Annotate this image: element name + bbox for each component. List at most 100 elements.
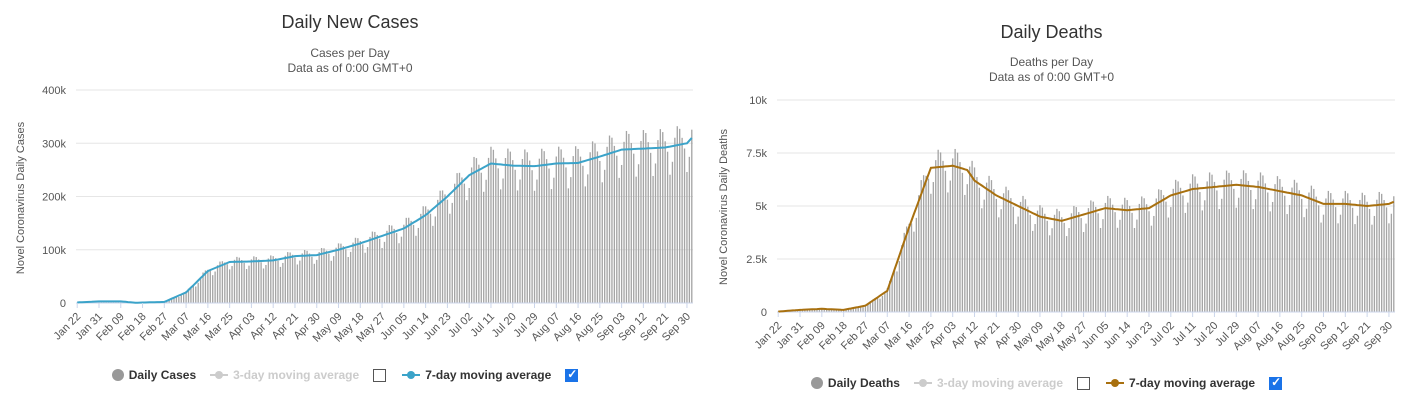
chart-subtitle: Deaths per Day Data as of 0:00 GMT+0 bbox=[700, 55, 1403, 85]
daily-bar bbox=[1252, 209, 1254, 312]
daily-bar bbox=[265, 264, 267, 303]
daily-bar bbox=[1288, 204, 1291, 312]
daily-bar bbox=[175, 296, 178, 303]
daily-bar bbox=[1022, 195, 1024, 312]
daily-bar bbox=[842, 309, 845, 312]
daily-bar bbox=[971, 160, 973, 312]
daily-bar bbox=[366, 247, 369, 303]
checkbox-7day-average[interactable] bbox=[1269, 375, 1283, 390]
legend-dot-icon bbox=[810, 377, 823, 389]
y-tick-label: 200k bbox=[42, 192, 66, 204]
daily-bar bbox=[1058, 211, 1061, 312]
legend-3day-average[interactable]: 3-day moving average bbox=[913, 376, 1063, 390]
daily-bar bbox=[178, 296, 180, 303]
daily-bar bbox=[533, 190, 536, 303]
daily-bar bbox=[616, 155, 618, 303]
daily-bar bbox=[654, 163, 657, 303]
checkbox-3day-average[interactable] bbox=[1077, 376, 1091, 390]
daily-bar bbox=[277, 260, 279, 303]
daily-bar bbox=[475, 158, 478, 303]
daily-bar bbox=[818, 308, 821, 312]
daily-bar bbox=[204, 270, 207, 303]
daily-bar bbox=[253, 256, 255, 303]
daily-bar bbox=[291, 254, 294, 303]
daily-bar bbox=[192, 285, 195, 303]
daily-bar bbox=[1131, 212, 1133, 312]
daily-bar bbox=[582, 165, 584, 303]
daily-bar bbox=[978, 187, 981, 312]
daily-bar bbox=[623, 141, 625, 303]
daily-bar bbox=[1303, 217, 1305, 312]
daily-bar bbox=[437, 199, 439, 303]
daily-bar bbox=[1080, 218, 1082, 312]
daily-bar bbox=[258, 259, 260, 303]
daily-bar bbox=[1124, 197, 1126, 312]
daily-bar bbox=[956, 152, 959, 312]
daily-bar bbox=[224, 262, 226, 303]
daily-bar bbox=[492, 149, 495, 303]
daily-bar bbox=[434, 216, 436, 303]
daily-bar bbox=[1279, 179, 1281, 312]
checkbox-3day-average[interactable] bbox=[373, 368, 387, 382]
daily-bar bbox=[637, 164, 640, 303]
checkbox-7day-average[interactable] bbox=[565, 367, 579, 382]
daily-bar bbox=[570, 177, 572, 303]
daily-bar bbox=[1223, 179, 1225, 312]
daily-bar bbox=[1383, 200, 1385, 312]
daily-bar bbox=[228, 269, 231, 303]
legend-7day-average[interactable]: 7-day moving average bbox=[1106, 376, 1255, 390]
legend-7day-average[interactable]: 7-day moving average bbox=[402, 368, 551, 382]
daily-bar bbox=[306, 250, 308, 303]
daily-bar bbox=[1138, 203, 1140, 312]
daily-bar bbox=[1301, 198, 1303, 312]
daily-bar bbox=[1320, 222, 1322, 312]
legend-3day-average[interactable]: 3-day moving average bbox=[210, 368, 359, 382]
daily-bar bbox=[560, 149, 562, 303]
daily-bar bbox=[995, 198, 997, 312]
daily-bar bbox=[529, 160, 531, 303]
daily-bar bbox=[1087, 208, 1090, 312]
daily-bar bbox=[1053, 214, 1056, 312]
daily-bar bbox=[1165, 201, 1167, 312]
legend-daily-deaths[interactable]: Daily Deaths bbox=[810, 376, 900, 390]
daily-bar bbox=[398, 243, 400, 303]
daily-bar bbox=[1017, 216, 1019, 312]
daily-bar bbox=[1339, 214, 1342, 312]
daily-bar bbox=[364, 252, 366, 303]
daily-bar bbox=[1002, 193, 1005, 312]
daily-bar bbox=[458, 172, 461, 303]
daily-bar bbox=[468, 187, 470, 303]
daily-bar bbox=[1284, 195, 1286, 312]
daily-bar bbox=[342, 246, 345, 303]
daily-bar bbox=[1114, 212, 1116, 312]
legend-line-icon bbox=[402, 370, 421, 380]
daily-bar bbox=[601, 182, 603, 303]
daily-bar bbox=[354, 237, 357, 303]
daily-bar bbox=[359, 240, 361, 303]
daily-bar bbox=[328, 253, 330, 303]
daily-bar bbox=[255, 257, 257, 303]
daily-bar bbox=[1349, 200, 1351, 312]
daily-bar bbox=[1257, 180, 1259, 312]
daily-bar bbox=[993, 189, 995, 312]
daily-bar bbox=[1048, 235, 1051, 312]
daily-bar bbox=[1381, 193, 1383, 312]
daily-bar bbox=[1305, 208, 1308, 312]
y-axis-title: Novel Coronavirus Daily Deaths bbox=[718, 129, 730, 285]
daily-bar bbox=[964, 194, 966, 312]
daily-bar bbox=[1095, 206, 1097, 312]
daily-bar bbox=[1068, 228, 1070, 312]
daily-bar bbox=[483, 191, 485, 303]
daily-bar bbox=[1046, 220, 1048, 312]
daily-bar bbox=[454, 183, 456, 303]
daily-bar bbox=[1332, 199, 1334, 312]
y-tick-label: 10k bbox=[749, 95, 767, 107]
y-tick-label: 2.5k bbox=[746, 254, 767, 266]
daily-bar bbox=[1376, 199, 1378, 312]
daily-bar bbox=[591, 141, 594, 303]
moving-average-line bbox=[77, 137, 693, 304]
daily-bar bbox=[1204, 200, 1206, 312]
legend-daily-cases[interactable]: Daily Cases bbox=[111, 368, 196, 382]
daily-bar bbox=[952, 158, 954, 312]
